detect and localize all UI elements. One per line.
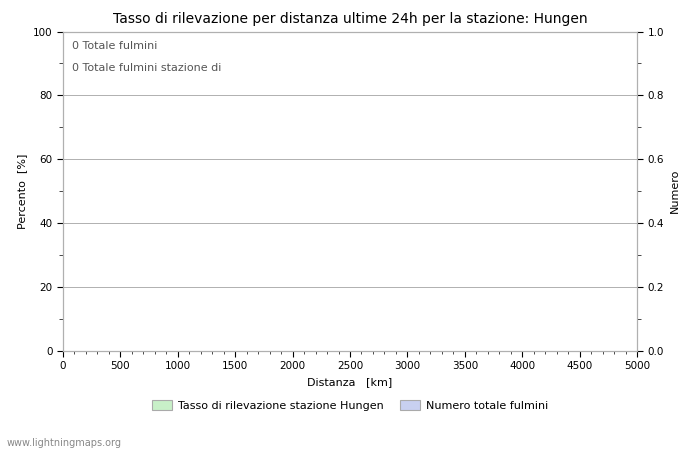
Legend: Tasso di rilevazione stazione Hungen, Numero totale fulmini: Tasso di rilevazione stazione Hungen, Nu… [148,396,552,415]
Text: 0 Totale fulmini stazione di: 0 Totale fulmini stazione di [71,63,221,73]
Text: 0 Totale fulmini: 0 Totale fulmini [71,41,157,51]
X-axis label: Distanza   [km]: Distanza [km] [307,377,393,387]
Text: www.lightningmaps.org: www.lightningmaps.org [7,438,122,448]
Title: Tasso di rilevazione per distanza ultime 24h per la stazione: Hungen: Tasso di rilevazione per distanza ultime… [113,12,587,26]
Y-axis label: Numero: Numero [669,169,680,213]
Y-axis label: Percento  [%]: Percento [%] [18,153,27,229]
